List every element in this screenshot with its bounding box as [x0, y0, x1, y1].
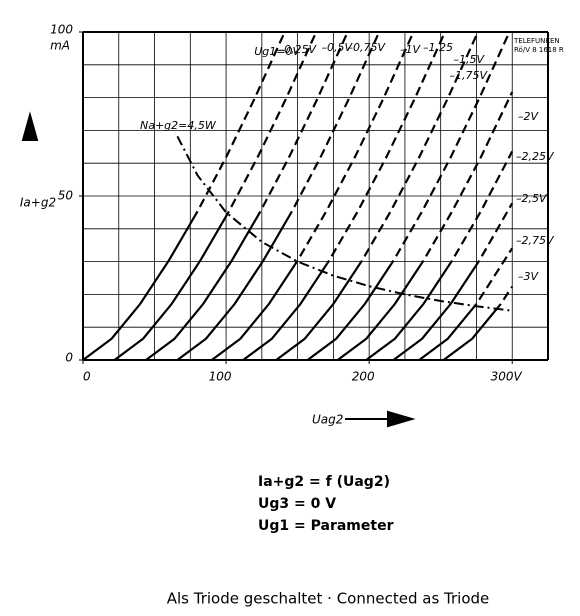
curve: [211, 31, 415, 361]
y-axis-label: Ia+g2: [20, 196, 56, 210]
x-tick-label: 0: [83, 370, 91, 384]
curve: [82, 31, 286, 361]
maker: TELEFUNKEN: [513, 37, 560, 45]
formula: Ug3 = 0 V: [258, 496, 336, 512]
curve: [306, 31, 511, 361]
curve-label: –2,75V: [516, 234, 555, 247]
curve-label: Ug1=0V: [254, 45, 301, 58]
curve-label: –1,75V: [449, 69, 488, 82]
curve-label: –1V: [400, 43, 421, 56]
curve-label: –1,25: [423, 41, 453, 54]
x-tick-label: 300V: [491, 370, 523, 384]
curve-label: –0,5V: [321, 41, 353, 54]
curve: [337, 91, 514, 361]
curve-label: –2,25V: [516, 150, 555, 163]
curve: [392, 202, 514, 361]
curve: [365, 150, 514, 361]
curve-label: –2V: [518, 110, 539, 123]
curve: [275, 31, 479, 361]
y-tick-label: 50: [58, 189, 74, 203]
curve-label: –3V: [518, 270, 539, 283]
x-tick-label: 100: [209, 370, 232, 384]
maker-box: [512, 36, 546, 56]
y-tick-label: 100: [50, 23, 73, 37]
formula: Ia+g2 = f (Uag2): [258, 474, 390, 490]
footer: Als Triode geschaltet · Connected as Tri…: [167, 590, 490, 608]
curve: [176, 31, 381, 361]
x-arrow: [345, 410, 416, 428]
curve: [418, 247, 514, 361]
curve: [113, 31, 318, 361]
curve-label: –0,75V: [347, 41, 386, 54]
curve-label: –1,5V: [453, 53, 485, 66]
dissipation-label: Na+g2=4,5W: [140, 119, 217, 132]
y-tick-label: 0: [65, 351, 73, 365]
x-axis-label: Uag2: [312, 413, 343, 427]
code: Rö/V 8 1618 R: [514, 46, 564, 54]
curve: [242, 31, 447, 361]
curve: [145, 31, 349, 361]
curve-label: –2,5V: [516, 192, 548, 205]
curve: [442, 285, 514, 361]
y-unit: mA: [50, 39, 70, 53]
x-tick-label: 200: [352, 370, 375, 384]
y-arrow: [21, 111, 39, 141]
dissipation-curve: [176, 135, 513, 312]
formula: Ug1 = Parameter: [258, 518, 394, 534]
curve-label: –0,25V: [278, 43, 317, 56]
